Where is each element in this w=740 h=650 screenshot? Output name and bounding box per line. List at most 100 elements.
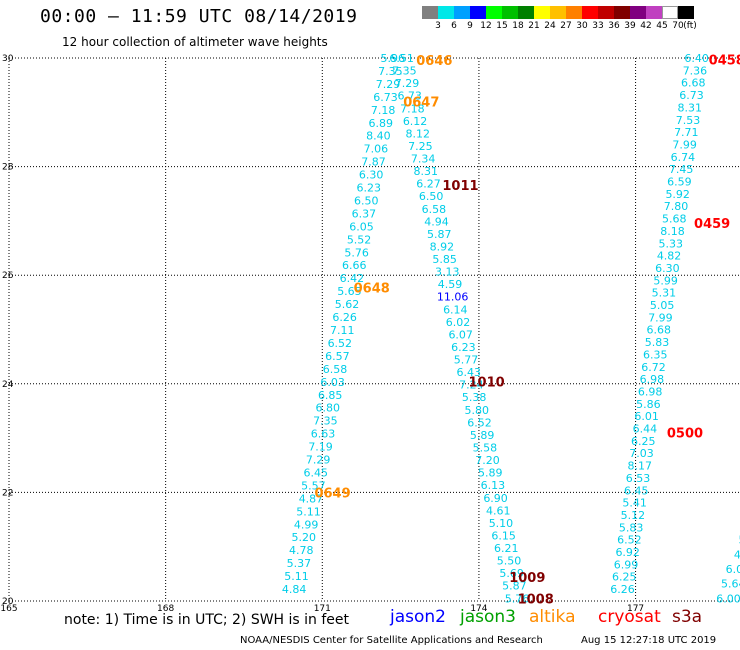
color-scale-swatch [662,6,678,19]
pass-time-label: 1011 [442,179,478,194]
generation-timestamp: Aug 15 12:27:18 UTC 2019 [581,635,717,646]
wave-height-value: 6.30 [359,169,384,182]
color-scale-swatch [534,6,550,19]
legend-altika: altika [529,607,576,627]
wave-height-value: 6.13 [481,479,506,492]
wave-height-value: 8.31 [414,165,439,178]
wave-height-value: 6.72 [641,361,666,374]
wave-height-value: 5.57 [301,479,326,492]
wave-height-value: 5.65 [337,285,362,298]
wave-height-value: 8.92 [430,240,455,253]
color-scale-label: 36 [608,21,620,31]
color-scale-swatch [550,6,566,19]
wave-height-value: 5.89 [470,429,495,442]
color-scale-label: 15 [496,21,508,31]
wave-height-value: 7.19 [308,441,333,454]
wave-height-value: 6.50 [419,190,444,203]
wave-height-value: 4.84 [282,583,307,596]
wave-height-value: 6.15 [491,529,516,542]
wave-height-value: 8.31 [678,101,703,114]
wave-height-value: 8.18 [660,225,685,238]
color-scale-label: 24 [544,21,556,31]
wave-height-value: 6.30 [655,262,680,275]
wave-height-value: 6.63 [311,428,336,441]
pass-time-label: 1009 [509,571,545,586]
wave-height-value: 6.42 [340,272,365,285]
wave-height-value: 7.53 [676,114,701,127]
wave-height-value: 11.06 [437,291,469,304]
credit-text: NOAA/NESDIS Center for Satellite Applica… [240,635,543,646]
wave-height-value: 5.12 [621,509,646,522]
color-scale-label: 18 [512,21,524,31]
wave-height-value: 6.44 [633,423,658,436]
pass-time-label: 0458 [709,54,740,69]
pass-time-label: 1010 [468,376,504,391]
wave-height-value: 6.23 [451,341,476,354]
wave-height-value: 6.45 [624,484,649,497]
wave-height-value: 4.61 [486,504,511,517]
wave-height-value: 8.12 [406,127,431,140]
wave-height-value: 7.03 [629,447,654,460]
x-tick-label: 165 [0,604,17,614]
wave-height-value: 7.99 [648,311,673,324]
color-scale-label: 21 [528,21,540,31]
chart-subtitle: 12 hour collection of altimeter wave hei… [62,35,328,49]
wave-height-value: 6.14 [443,303,468,316]
legend-s3a: s3a [672,607,703,627]
wave-height-value: 7.29 [395,77,420,90]
y-tick-label: 20 [2,597,14,607]
wave-height-value: 5.33 [659,237,684,250]
wave-height-value: 6.80 [316,402,341,415]
wave-height-value: 6.27 [416,178,441,191]
y-tick-label: 22 [2,488,13,498]
wave-height-value: 4.59 [438,278,463,291]
wave-height-value: 7.34 [411,153,436,166]
wave-height-value: 5.89 [478,467,503,480]
wave-height-value: 6.23 [356,182,381,195]
wave-height-value: 4.87 [299,492,324,505]
wave-height-value: 6.89 [368,117,393,130]
wave-height-value: 6.03 [726,563,740,576]
wave-height-value: 6.98 [638,385,663,398]
wave-height-value: 6.66 [342,259,367,272]
color-scale-unit: (ft) [683,21,697,31]
wave-height-value: 5.58 [473,442,498,455]
wave-height-value: 6.58 [323,363,348,376]
color-scale-label: 39 [624,21,636,31]
wave-height-value: 6.85 [318,389,343,402]
wave-height-value: 5.76 [505,592,530,605]
wave-height-value: 7.29 [376,78,401,91]
wave-height-value: 6.53 [626,472,651,485]
wave-height-value: 4.82 [657,250,682,263]
wave-height-value: 6.73 [373,91,398,104]
wave-height-value: 5.96 [381,52,406,65]
wave-height-value: 6.68 [646,324,671,337]
wave-height-value: 5.11 [284,570,309,583]
wave-height-value: 5.83 [645,336,670,349]
wave-height-value: 5.87 [502,580,527,593]
wave-height-value: 5.31 [652,287,677,300]
wave-height-value: 5.2 [739,534,740,547]
wave-height-value: 7.18 [371,104,396,117]
color-scale-swatch [678,6,694,19]
wave-height-value: 6.73 [397,90,422,103]
wave-height-value: 5.77 [454,354,479,367]
color-scale-swatch [566,6,582,19]
legend-jason3: jason3 [460,607,516,627]
wave-height-value: 4.78 [289,544,314,557]
wave-height-value: 7.18 [400,102,425,115]
wave-height-value: 5.83 [619,521,644,534]
wave-height-value: 6.52 [617,534,642,547]
color-scale-label: 12 [480,21,492,31]
wave-height-value: 5.20 [291,531,316,544]
color-scale-swatch [470,6,486,19]
wave-height-value: 7.25 [408,140,433,153]
wave-height-value: 7.99 [672,138,697,151]
wave-height-value: 7.29 [306,454,331,467]
wave-height-value: 4.99 [294,518,319,531]
pass-time-label: 0648 [354,282,390,297]
wave-height-value: 6.68 [681,77,706,90]
wave-height-value: 5.11 [296,505,321,518]
wave-height-value: 5.64 [721,578,740,591]
